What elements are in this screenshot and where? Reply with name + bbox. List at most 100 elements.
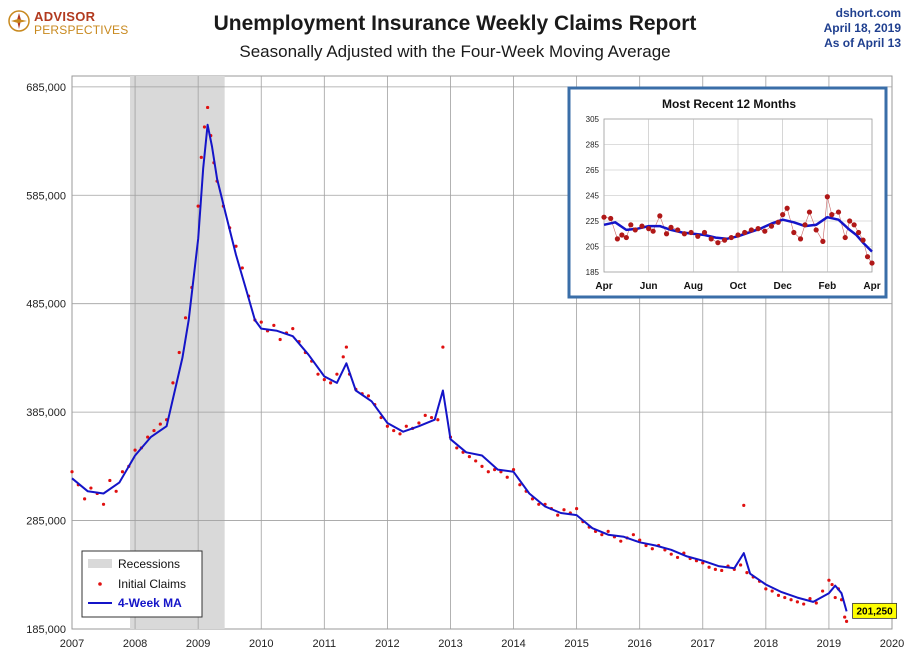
initial-claims-point <box>802 602 806 606</box>
initial-claims-point <box>278 337 282 342</box>
initial-claims-point <box>707 565 711 569</box>
inset-claims-point <box>784 205 790 211</box>
initial-claims-point <box>833 595 837 600</box>
x-tick-label: 2017 <box>691 638 715 650</box>
inset-claims-point <box>755 226 761 232</box>
initial-claims-point <box>843 615 847 619</box>
y-tick-label: 585,000 <box>26 190 66 202</box>
initial-claims-point <box>152 428 156 433</box>
inset-claims-point <box>663 231 670 237</box>
initial-claims-point <box>530 497 535 501</box>
initial-claims-point <box>441 345 445 349</box>
inset-x-tick-label: Aug <box>684 281 703 292</box>
initial-claims-point <box>638 538 642 542</box>
inset-claims-point <box>813 227 819 233</box>
inset-claims-point <box>639 223 645 229</box>
chart-subtitle: Seasonally Adjusted with the Four-Week M… <box>239 42 671 61</box>
initial-claims-point <box>404 424 408 428</box>
initial-claims-point <box>234 244 238 248</box>
initial-claims-point <box>650 547 654 551</box>
initial-claims-point <box>575 507 579 511</box>
initial-claims-point <box>669 552 673 556</box>
inset-claims-point <box>824 194 830 200</box>
inset-claims-point <box>688 229 694 236</box>
inset-claims-point <box>869 260 875 266</box>
initial-claims-point <box>108 478 112 483</box>
initial-claims-point <box>206 105 210 110</box>
initial-claims-point <box>259 320 263 324</box>
initial-claims-point <box>537 502 541 506</box>
inset-claims-point <box>860 237 866 243</box>
inset-claims-point <box>842 234 848 241</box>
initial-claims-point <box>808 597 812 601</box>
legend-label-recession: Recessions <box>118 557 180 571</box>
inset-claims-point <box>628 222 634 228</box>
initial-claims-point <box>827 578 831 582</box>
logo-text-advisor: ADVISOR <box>34 9 96 24</box>
inset-y-tick-label: 205 <box>586 243 600 252</box>
inset-x-tick-label: Apr <box>595 281 612 292</box>
initial-claims-point <box>183 316 188 320</box>
initial-claims-point <box>511 468 516 472</box>
x-tick-label: 2013 <box>438 638 462 650</box>
initial-claims-point <box>120 470 125 474</box>
initial-claims-point <box>742 503 746 507</box>
y-tick-label: 185,000 <box>26 624 66 636</box>
inset-claims-point <box>701 229 708 236</box>
inset-claims-point <box>775 219 781 225</box>
initial-claims-point <box>830 582 834 587</box>
initial-claims-point <box>114 489 118 493</box>
legend-swatch-recession <box>88 559 112 568</box>
x-tick-label: 2011 <box>312 638 336 650</box>
latest-value-box <box>852 602 897 619</box>
source-info: dshort.com April 18, 2019 As of April 13 <box>824 6 901 51</box>
inset-claims-point <box>675 227 681 233</box>
source-date: April 18, 2019 <box>823 21 901 35</box>
y-tick-label: 285,000 <box>26 516 66 528</box>
initial-claims-point <box>329 381 333 385</box>
logo-text-perspectives: PERSPECTIVES <box>34 23 129 37</box>
initial-claims-point <box>196 204 200 208</box>
initial-claims-point <box>486 470 490 474</box>
initial-claims-point <box>789 598 793 602</box>
inset-claims-point <box>851 222 857 228</box>
initial-claims-point <box>814 601 818 605</box>
initial-claims-point <box>764 587 768 591</box>
inset-claims-point <box>762 228 768 234</box>
inset-claims-point <box>657 213 663 219</box>
inset-claims-point <box>806 209 813 215</box>
initial-claims-point <box>272 323 276 327</box>
inset-claims-point <box>623 234 629 241</box>
ma-line <box>71 123 848 612</box>
initial-claims-point <box>776 593 781 597</box>
initial-claims-point <box>467 454 471 459</box>
initial-claims-point <box>606 529 610 534</box>
initial-claims-point <box>675 555 680 560</box>
x-tick-label: 2007 <box>60 638 84 650</box>
initial-claims-point <box>455 446 459 450</box>
latest-value-label: 201,250 <box>857 606 894 617</box>
source-site: dshort.com <box>835 6 901 20</box>
initial-claims-point <box>844 619 849 624</box>
initial-claims-point <box>821 589 825 593</box>
initial-claims-point <box>392 428 396 433</box>
initial-claims-point <box>600 533 604 537</box>
x-tick-label: 2015 <box>564 638 588 650</box>
inset-claims-point <box>608 215 614 222</box>
inset-claims-point <box>728 234 734 241</box>
initial-claims-point <box>398 432 402 436</box>
logo-mark-icon <box>8 10 30 32</box>
inset-claims-point <box>695 233 701 239</box>
x-tick-label: 2016 <box>627 638 651 650</box>
legend-swatch-claims <box>98 582 102 586</box>
inset-claims-point <box>835 209 842 215</box>
y-tick-label: 385,000 <box>26 407 66 419</box>
inset-claims-point <box>650 228 656 234</box>
initial-claims-point <box>739 563 743 567</box>
inset-claims-point <box>708 236 714 242</box>
inset-y-tick-label: 185 <box>586 268 600 277</box>
inset-claims-point <box>856 229 862 236</box>
inset-x-tick-label: Oct <box>730 281 747 292</box>
inset-claims-point <box>742 229 748 236</box>
inset-claims-point <box>864 254 871 260</box>
